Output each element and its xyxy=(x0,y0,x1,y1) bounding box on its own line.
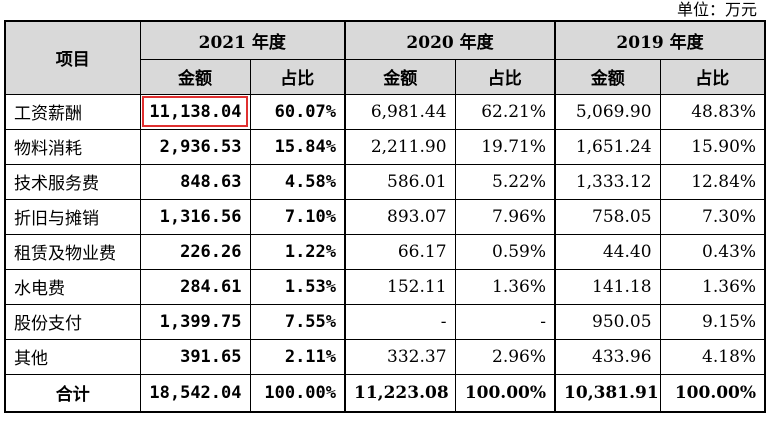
ratio-2019: 4.18% xyxy=(659,338,766,375)
amount-2021: 1,399.75 xyxy=(139,303,251,340)
amount-2019: 5,069.90 xyxy=(554,93,661,130)
header-amount-2021: 金额 xyxy=(139,58,251,95)
header-year-2020: 2020 年度 xyxy=(344,20,556,60)
header-ratio-2021: 占比 xyxy=(249,58,346,95)
ratio-2021: 7.10% xyxy=(249,198,346,235)
amount-2020: 586.01 xyxy=(344,163,456,200)
ratio-2019: 12.84% xyxy=(659,163,766,200)
amount-2019: 44.40 xyxy=(554,233,661,270)
ratio-2019: 9.15% xyxy=(659,303,766,340)
amount-2019: 950.05 xyxy=(554,303,661,340)
amount-2020: - xyxy=(344,303,456,340)
amount-2020: 66.17 xyxy=(344,233,456,270)
row-label: 折旧与摊销 xyxy=(4,198,141,235)
amount-2019: 1,651.24 xyxy=(554,128,661,165)
ratio-2020: 62.21% xyxy=(454,93,556,130)
amount-2019: 758.05 xyxy=(554,198,661,235)
ratio-2019: 7.30% xyxy=(659,198,766,235)
ratio-2021: 60.07% xyxy=(249,93,346,130)
table-row: 工资薪酬 11,138.04 60.07% 6,981.44 62.21% 5,… xyxy=(4,93,766,130)
table-row: 水电费 284.61 1.53% 152.11 1.36% 141.18 1.3… xyxy=(4,268,766,305)
amount-2020: 152.11 xyxy=(344,268,456,305)
header-amount-2020: 金额 xyxy=(344,58,456,95)
row-label: 工资薪酬 xyxy=(4,93,141,130)
ratio-2020: 19.71% xyxy=(454,128,556,165)
total-ratio-2021: 100.00% xyxy=(249,373,346,413)
header-item: 项目 xyxy=(4,20,141,95)
amount-2021: 848.63 xyxy=(139,163,251,200)
row-label: 水电费 xyxy=(4,268,141,305)
row-label: 股份支付 xyxy=(4,303,141,340)
ratio-2021: 4.58% xyxy=(249,163,346,200)
total-ratio-2019: 100.00% xyxy=(659,373,766,413)
amount-2021: 284.61 xyxy=(139,268,251,305)
row-label: 物料消耗 xyxy=(4,128,141,165)
row-label: 其他 xyxy=(4,338,141,375)
header-ratio-2019: 占比 xyxy=(659,58,766,95)
ratio-2020: - xyxy=(454,303,556,340)
amount-2020: 893.07 xyxy=(344,198,456,235)
header-ratio-2020: 占比 xyxy=(454,58,556,95)
ratio-2021: 1.53% xyxy=(249,268,346,305)
amount-2021: 1,316.56 xyxy=(139,198,251,235)
amount-2020: 2,211.90 xyxy=(344,128,456,165)
total-amount-2020: 11,223.08 xyxy=(344,373,456,413)
ratio-2020: 7.96% xyxy=(454,198,556,235)
amount-2021: 2,936.53 xyxy=(139,128,251,165)
row-label: 租赁及物业费 xyxy=(4,233,141,270)
ratio-2019: 48.83% xyxy=(659,93,766,130)
ratio-2021: 2.11% xyxy=(249,338,346,375)
header-amount-2019: 金额 xyxy=(554,58,661,95)
ratio-2019: 1.36% xyxy=(659,268,766,305)
amount-2021-highlighted: 11,138.04 xyxy=(139,93,251,130)
ratio-2019: 15.90% xyxy=(659,128,766,165)
table-row: 折旧与摊销 1,316.56 7.10% 893.07 7.96% 758.05… xyxy=(4,198,766,235)
total-amount-2021: 18,542.04 xyxy=(139,373,251,413)
ratio-2021: 1.22% xyxy=(249,233,346,270)
ratio-2021: 15.84% xyxy=(249,128,346,165)
table-row: 租赁及物业费 226.26 1.22% 66.17 0.59% 44.40 0.… xyxy=(4,233,766,270)
header-year-2019: 2019 年度 xyxy=(554,20,766,60)
ratio-2020: 5.22% xyxy=(454,163,556,200)
amount-2021: 391.65 xyxy=(139,338,251,375)
table-row: 其他 391.65 2.11% 332.37 2.96% 433.96 4.18… xyxy=(4,338,766,375)
total-label: 合计 xyxy=(4,373,141,413)
table-row: 技术服务费 848.63 4.58% 586.01 5.22% 1,333.12… xyxy=(4,163,766,200)
amount-2019: 1,333.12 xyxy=(554,163,661,200)
total-amount-2019: 10,381.91 xyxy=(554,373,661,413)
table-row: 股份支付 1,399.75 7.55% - - 950.05 9.15% xyxy=(4,303,766,340)
ratio-2020: 1.36% xyxy=(454,268,556,305)
row-label: 技术服务费 xyxy=(4,163,141,200)
unit-label: 单位：万元 xyxy=(676,0,757,19)
amount-2019: 141.18 xyxy=(554,268,661,305)
total-ratio-2020: 100.00% xyxy=(454,373,556,413)
amount-2021: 226.26 xyxy=(139,233,251,270)
amount-2020: 332.37 xyxy=(344,338,456,375)
header-year-2021: 2021 年度 xyxy=(139,20,346,60)
ratio-2019: 0.43% xyxy=(659,233,766,270)
amount-2020: 6,981.44 xyxy=(344,93,456,130)
ratio-2020: 0.59% xyxy=(454,233,556,270)
ratio-2020: 2.96% xyxy=(454,338,556,375)
expense-table: 项目 2021 年度 2020 年度 2019 年度 金额 占比 金额 占比 金… xyxy=(4,20,767,413)
table-row: 物料消耗 2,936.53 15.84% 2,211.90 19.71% 1,6… xyxy=(4,128,766,165)
total-row: 合计 18,542.04 100.00% 11,223.08 100.00% 1… xyxy=(4,373,766,413)
amount-2019: 433.96 xyxy=(554,338,661,375)
ratio-2021: 7.55% xyxy=(249,303,346,340)
